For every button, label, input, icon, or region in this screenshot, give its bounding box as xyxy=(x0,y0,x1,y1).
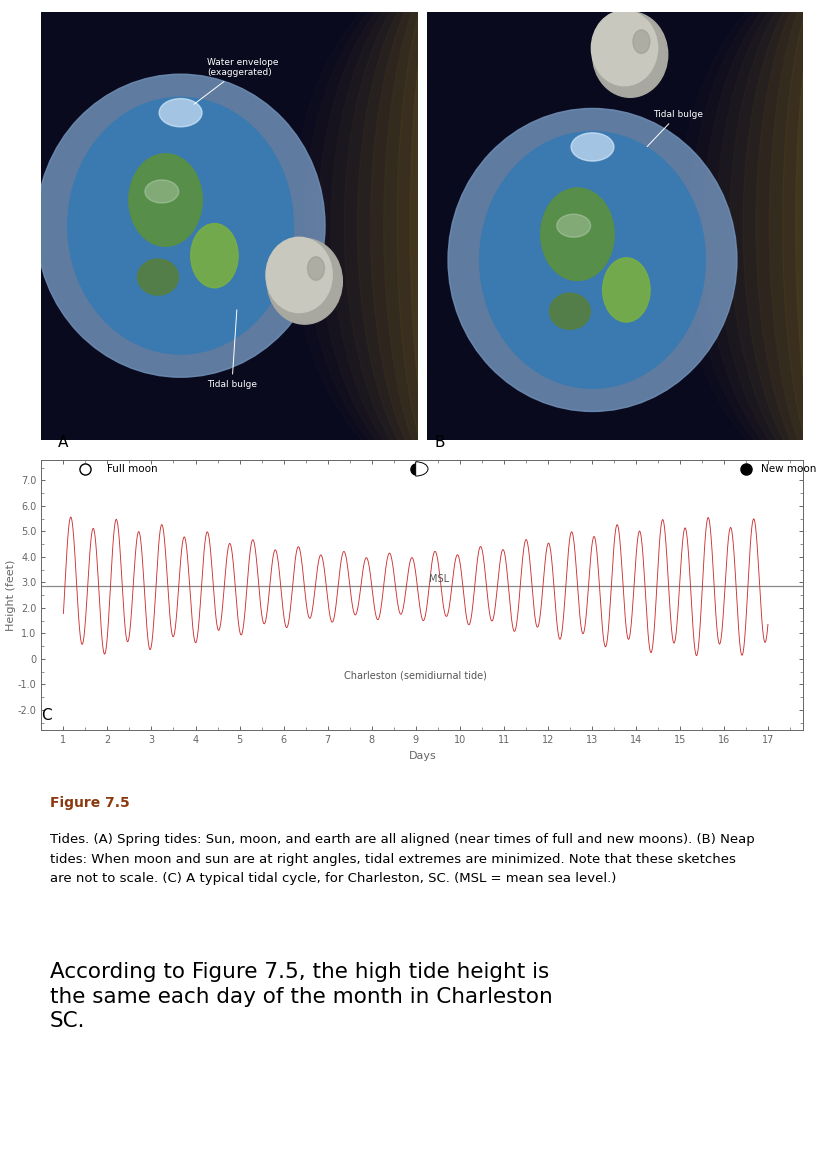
Wedge shape xyxy=(415,462,428,476)
Ellipse shape xyxy=(571,133,613,161)
Ellipse shape xyxy=(145,180,179,204)
Text: Full moon: Full moon xyxy=(108,463,158,474)
Circle shape xyxy=(590,11,657,85)
Circle shape xyxy=(265,238,332,312)
Ellipse shape xyxy=(190,223,238,288)
Circle shape xyxy=(68,97,293,355)
Ellipse shape xyxy=(159,98,202,126)
Ellipse shape xyxy=(137,259,178,295)
Ellipse shape xyxy=(632,30,649,54)
Text: Charleston (semidiurnal tide): Charleston (semidiurnal tide) xyxy=(344,670,486,681)
Text: Tides. (A) Spring tides: Sun, moon, and earth are all aligned (near times of ful: Tides. (A) Spring tides: Sun, moon, and … xyxy=(50,833,753,885)
Text: Tidal bulge: Tidal bulge xyxy=(207,310,256,388)
Text: Tidal bulge: Tidal bulge xyxy=(646,110,702,146)
Ellipse shape xyxy=(129,153,202,246)
Circle shape xyxy=(479,131,705,388)
Ellipse shape xyxy=(447,109,736,412)
Text: Water envelope
(exaggerated): Water envelope (exaggerated) xyxy=(194,57,278,104)
X-axis label: Days: Days xyxy=(408,751,436,760)
Text: C: C xyxy=(41,708,52,723)
Ellipse shape xyxy=(409,0,485,482)
Text: Figure 7.5: Figure 7.5 xyxy=(50,797,129,811)
Text: A: A xyxy=(58,435,69,450)
Ellipse shape xyxy=(540,188,614,281)
Text: B: B xyxy=(434,435,445,450)
Ellipse shape xyxy=(602,257,649,322)
Text: New moon: New moon xyxy=(760,463,815,474)
Circle shape xyxy=(592,12,667,97)
Ellipse shape xyxy=(307,256,324,281)
Ellipse shape xyxy=(36,74,325,377)
Y-axis label: Height (feet): Height (feet) xyxy=(7,559,17,631)
Text: MSL: MSL xyxy=(428,574,448,584)
Ellipse shape xyxy=(396,0,498,482)
Ellipse shape xyxy=(549,294,590,329)
Text: According to Figure 7.5, the high tide height is
the same each day of the month : According to Figure 7.5, the high tide h… xyxy=(50,962,552,1031)
Circle shape xyxy=(267,239,342,324)
Ellipse shape xyxy=(795,0,827,482)
Ellipse shape xyxy=(782,0,827,482)
Ellipse shape xyxy=(556,214,590,238)
